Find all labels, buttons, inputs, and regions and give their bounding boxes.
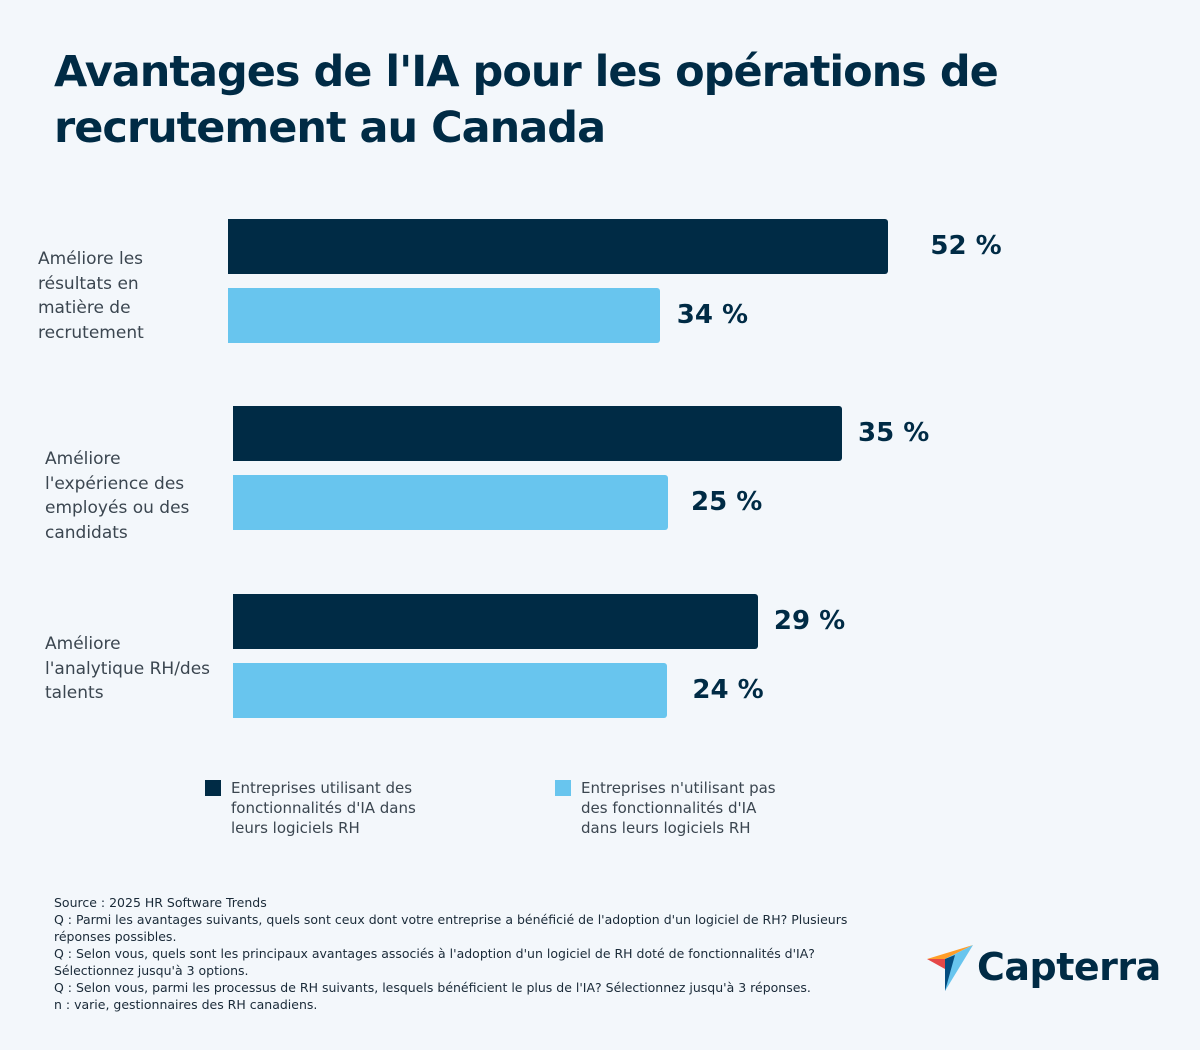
legend-label: Entreprises utilisant des fonctionnalité… xyxy=(231,779,416,837)
capterra-arrow-icon xyxy=(927,945,973,991)
category-label: Améliore l'analytique RH/des talents xyxy=(45,634,211,703)
data-label: 24 % xyxy=(692,675,764,705)
capterra-logo: Capterra xyxy=(925,943,1161,991)
legend-item-ai: Entreprises utilisant des fonctionnalité… xyxy=(205,778,435,838)
data-label: 35 % xyxy=(858,418,930,448)
question-line: Q : Selon vous, parmi les processus de R… xyxy=(54,980,811,995)
bar-ai xyxy=(233,406,842,461)
data-label: 52 % xyxy=(930,231,1002,261)
question-line: Q : Parmi les avantages suivants, quels … xyxy=(54,912,848,944)
bar-ai xyxy=(228,219,889,274)
logo-text: Capterra xyxy=(977,945,1161,989)
data-label: 29 % xyxy=(773,606,846,636)
data-label: 34 % xyxy=(676,300,749,330)
bar-no-ai xyxy=(228,288,660,343)
category-label: Améliore les résultats en matière de rec… xyxy=(38,249,144,343)
bar-no-ai xyxy=(233,475,668,530)
legend-swatch-light xyxy=(555,780,571,796)
data-label: 25 % xyxy=(691,487,763,517)
legend-item-no-ai: Entreprises n'utilisant pas des fonction… xyxy=(555,778,785,838)
chart-title: Avantages de l'IA pour les opérations de… xyxy=(54,47,999,153)
legend-swatch-dark xyxy=(205,780,221,796)
sample-line: n : varie, gestionnaires des RH canadien… xyxy=(54,997,318,1012)
legend-label: Entreprises n'utilisant pas des fonction… xyxy=(581,779,776,837)
bar-ai xyxy=(233,594,758,649)
category-label: Améliore l'expérience des employés ou de… xyxy=(45,449,190,543)
source-line: Source : 2025 HR Software Trends xyxy=(54,895,267,910)
bar-no-ai xyxy=(233,663,668,718)
question-line: Q : Selon vous, quels sont les principau… xyxy=(54,946,815,978)
footer-notes: Source : 2025 HR Software Trends Q : Par… xyxy=(54,894,894,1013)
